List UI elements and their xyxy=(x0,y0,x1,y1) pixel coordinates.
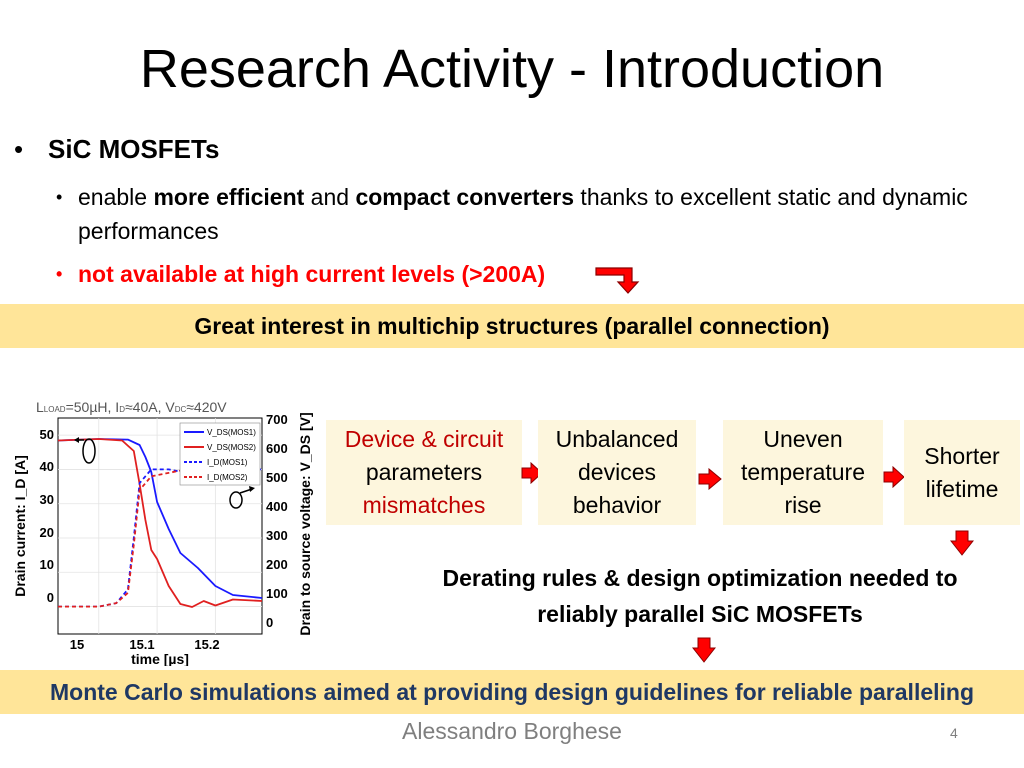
x-tick: 15.2 xyxy=(194,637,219,652)
legend-label: V_DS(MOS2) xyxy=(207,443,256,452)
banner-multichip: Great interest in multichip structures (… xyxy=(0,304,1024,348)
sub-bullet-dot-icon: • xyxy=(56,187,63,207)
y-right-tick: 200 xyxy=(266,557,288,572)
flow-line: rise xyxy=(784,492,822,518)
sub-bullet-current-limit: • not available at high current levels (… xyxy=(56,257,976,291)
flow-line: Shorter xyxy=(924,442,1000,469)
y-right-tick: 0 xyxy=(266,615,273,630)
y-left-tick: 40 xyxy=(40,459,54,474)
text-run-bold: compact converters xyxy=(355,184,575,210)
y-right-tick: 100 xyxy=(266,586,288,601)
text-run-bold: more efficient xyxy=(153,184,305,210)
x-tick: 15.1 xyxy=(129,637,154,652)
y-right-tick: 500 xyxy=(266,470,288,485)
sub-bullet-text: enable more efficient and compact conver… xyxy=(56,180,976,248)
down-arrow-icon xyxy=(692,637,716,663)
page-number: 4 xyxy=(950,725,958,741)
right-arrow-icon xyxy=(521,462,543,484)
chart-annotation: LLOAD=50µH, ID≈40A, VDC≈420V xyxy=(36,399,227,415)
y-right-axis-label: Drain to source voltage: V_DS [V] xyxy=(297,412,313,635)
y-right-tick: 600 xyxy=(266,441,288,456)
banner-monte-carlo: Monte Carlo simulations aimed at providi… xyxy=(0,670,1024,714)
y-left-tick: 10 xyxy=(40,557,54,572)
legend-label: V_DS(MOS1) xyxy=(207,428,256,437)
y-left-tick: 20 xyxy=(40,525,54,540)
flow-line: devices xyxy=(578,459,656,485)
sub-bullet-efficiency: • enable more efficient and compact conv… xyxy=(56,180,976,248)
slide-title: Research Activity - Introduction xyxy=(139,39,885,99)
y-left-tick: 50 xyxy=(40,427,54,442)
switching-waveform-chart: LLOAD=50µH, ID≈40A, VDC≈420V 50 40 30 20… xyxy=(12,399,313,666)
conclusion-line: Derating rules & design optimization nee… xyxy=(442,565,958,591)
bullet-dot-icon: • xyxy=(14,134,24,164)
text-run: and xyxy=(304,184,356,210)
flow-line: Uneven xyxy=(763,426,843,452)
flow-box-text: Shorter lifetime xyxy=(924,440,999,506)
left-axis-marker-icon xyxy=(82,438,96,464)
flow-box-temperature: Uneven temperature rise xyxy=(723,420,883,525)
flow-box-unbalanced: Unbalanced devices behavior xyxy=(538,420,696,525)
x-tick: 15 xyxy=(70,637,84,652)
flow-box-lifetime: Shorter lifetime xyxy=(904,420,1020,525)
conclusion-text: Derating rules & design optimization nee… xyxy=(380,560,1020,632)
series-line-v-ds-mos2- xyxy=(57,438,263,608)
y-left-tick: 0 xyxy=(47,590,54,605)
legend-label: I_D(MOS2) xyxy=(207,473,248,482)
down-arrow-icon xyxy=(950,530,974,556)
right-marker-arrowhead-icon xyxy=(249,486,255,492)
conclusion-line: reliably parallel SiC MOSFETs xyxy=(537,601,863,627)
flow-box-text: Unbalanced devices behavior xyxy=(556,423,679,522)
series-line-v-ds-mos1- xyxy=(57,438,263,599)
flow-box-mismatches: Device & circuit parameters mismatches xyxy=(326,420,522,525)
text-run: enable xyxy=(78,184,154,210)
legend-box xyxy=(179,422,261,486)
elbow-down-arrow-icon xyxy=(595,267,640,294)
legend-label: I_D(MOS1) xyxy=(207,458,248,467)
flow-line: Device & circuit xyxy=(344,426,504,452)
flow-line: lifetime xyxy=(925,475,999,502)
flow-line: Unbalanced xyxy=(555,426,679,452)
flow-line: mismatches xyxy=(362,492,486,518)
x-axis-label: time [µs] xyxy=(131,651,189,666)
right-axis-marker-icon xyxy=(229,491,243,509)
flow-box-text: Device & circuit parameters mismatches xyxy=(345,423,503,522)
left-marker-arrowhead-icon xyxy=(74,437,79,443)
flow-line: parameters xyxy=(365,459,483,485)
flow-line: temperature xyxy=(740,459,865,485)
flow-box-text: Uneven temperature rise xyxy=(741,423,865,522)
sub-bullet-text: not available at high current levels (>2… xyxy=(78,261,546,287)
bullet-main-label: SiC MOSFETs xyxy=(48,134,220,164)
right-arrow-icon xyxy=(883,466,905,488)
flow-line: behavior xyxy=(572,492,662,518)
y-right-tick: 300 xyxy=(266,528,288,543)
right-arrow-icon xyxy=(698,468,722,490)
sub-bullet-dot-icon: • xyxy=(56,264,63,284)
bullet-sic-mosfets: • SiC MOSFETs xyxy=(14,134,219,165)
y-left-axis-label: Drain current: I_D [A] xyxy=(12,455,28,597)
y-right-tick: 400 xyxy=(266,499,288,514)
chart-legend: V_DS(MOS1) V_DS(MOS2) I_D(MOS1) I_D(MOS2… xyxy=(179,422,261,486)
y-right-tick: 700 xyxy=(266,412,288,427)
footer-author: Alessandro Borghese xyxy=(402,718,622,744)
y-left-tick: 30 xyxy=(40,492,54,507)
text-run: thanks to excellent static and dynamic p… xyxy=(78,184,968,244)
